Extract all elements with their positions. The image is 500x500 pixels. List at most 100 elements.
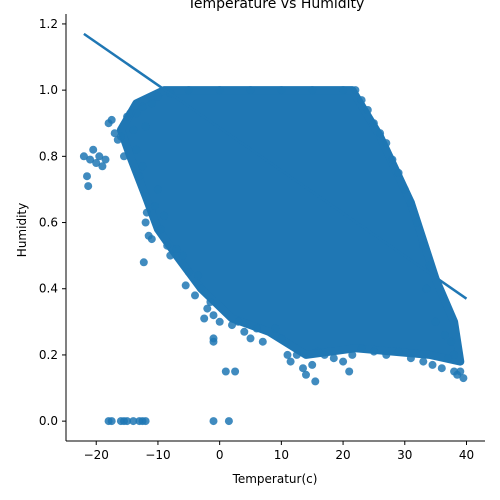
- scatter-point: [194, 271, 203, 280]
- scatter-point: [132, 145, 141, 154]
- scatter-point: [240, 327, 249, 336]
- scatter-point: [277, 86, 286, 95]
- y-tick-label: 0.0: [39, 414, 58, 428]
- scatter-point: [456, 367, 465, 376]
- scatter-point: [163, 241, 172, 250]
- scatter-point: [79, 152, 88, 161]
- scatter-point: [400, 185, 409, 194]
- scatter-point: [209, 337, 218, 346]
- scatter-point: [329, 354, 338, 363]
- scatter-point: [444, 354, 452, 363]
- scatter-point: [138, 162, 147, 171]
- scatter-point: [447, 337, 456, 346]
- scatter-point: [141, 218, 150, 227]
- scatter-point: [209, 417, 218, 426]
- x-tick-label: 30: [397, 448, 412, 462]
- scatter-point: [348, 350, 357, 359]
- scatter-point: [376, 129, 385, 138]
- scatter-point: [84, 182, 93, 191]
- scatter-point: [382, 350, 391, 359]
- scatter-point: [246, 334, 255, 343]
- y-tick-label: 1.0: [39, 83, 58, 97]
- scatter-point: [150, 202, 159, 210]
- scatter-point: [181, 281, 190, 290]
- axes: [65, 14, 485, 442]
- scatter-point: [234, 317, 243, 326]
- scatter-point: [147, 235, 156, 244]
- scatter-point: [406, 354, 415, 363]
- scatter-point: [160, 211, 169, 220]
- scatter-point: [200, 314, 209, 323]
- scatter-point: [308, 86, 317, 95]
- scatter-point: [428, 360, 437, 369]
- scatter-point: [369, 119, 378, 128]
- x-axis-label: Temperatur(c): [232, 472, 318, 486]
- scatter-point: [345, 367, 354, 376]
- x-tick-label: 0: [216, 448, 224, 462]
- scatter-point: [258, 337, 267, 346]
- scatter-point: [139, 258, 148, 267]
- scatter-point: [286, 357, 295, 366]
- chart-title: Temperature vs Humidity: [187, 0, 365, 12]
- scatter-point: [95, 152, 104, 161]
- scatter-point: [357, 96, 366, 105]
- scatter-point: [425, 261, 434, 270]
- scatter-point: [184, 268, 193, 277]
- x-tick-label: 40: [459, 448, 474, 462]
- scatter-point: [308, 360, 317, 369]
- scatter-point: [450, 350, 459, 359]
- scatter-point: [153, 185, 162, 194]
- scatter-point: [406, 198, 415, 207]
- scatter-point: [107, 115, 116, 124]
- scatter-point: [209, 311, 218, 320]
- y-tick-label: 0.8: [39, 149, 58, 163]
- scatter-point: [228, 321, 236, 330]
- scatter-point: [129, 417, 138, 426]
- scatter-point: [157, 225, 165, 234]
- scatter-point: [166, 251, 175, 260]
- scatter-point: [221, 367, 230, 376]
- scatter-point: [394, 347, 403, 356]
- scatter-point: [440, 331, 449, 340]
- scatter-point: [172, 245, 181, 253]
- scatter-point: [363, 106, 372, 114]
- scatter-point: [394, 168, 403, 177]
- scatter-point: [153, 92, 162, 101]
- scatter-point: [351, 86, 360, 95]
- scatter-point: [459, 374, 468, 383]
- scatter-points: [79, 86, 468, 426]
- scatter-point: [413, 218, 422, 227]
- scatter-point: [147, 99, 156, 108]
- scatter-point: [184, 86, 193, 95]
- regression-line-group: [83, 32, 468, 300]
- scatter-point: [302, 370, 310, 379]
- scatter-point: [215, 317, 224, 326]
- scatter-point: [89, 145, 98, 154]
- scatter-point: [292, 350, 301, 359]
- scatter-point: [142, 208, 151, 217]
- scatter-point: [138, 102, 147, 111]
- x-tick-label: −10: [145, 448, 170, 462]
- scatter-point: [132, 109, 141, 118]
- scatter-point: [141, 122, 150, 131]
- scatter-point: [126, 109, 135, 118]
- scatter-point: [98, 162, 107, 171]
- scatter-point: [311, 377, 320, 386]
- scatter-point: [101, 155, 110, 164]
- ticks: −20 −10 0 10 20 30 40 0.0 0.2 0.4 0.6 0.8 1.0 1.2: [39, 17, 474, 462]
- y-tick-label: 0.6: [39, 216, 58, 230]
- regression-line: [83, 32, 468, 300]
- scatter-point: [320, 350, 329, 359]
- scatter-point: [299, 364, 307, 373]
- x-tick-label: 20: [335, 448, 350, 462]
- scatter-point: [283, 350, 292, 359]
- scatter-point: [107, 417, 116, 426]
- scatter-point: [129, 125, 138, 134]
- scatter-point: [206, 298, 215, 306]
- scatter-point: [357, 344, 366, 353]
- scatter-point: [135, 172, 144, 181]
- dense-point-region: [116, 86, 465, 366]
- scatter-point: [419, 357, 428, 366]
- y-axis-label: Humidity: [15, 203, 29, 257]
